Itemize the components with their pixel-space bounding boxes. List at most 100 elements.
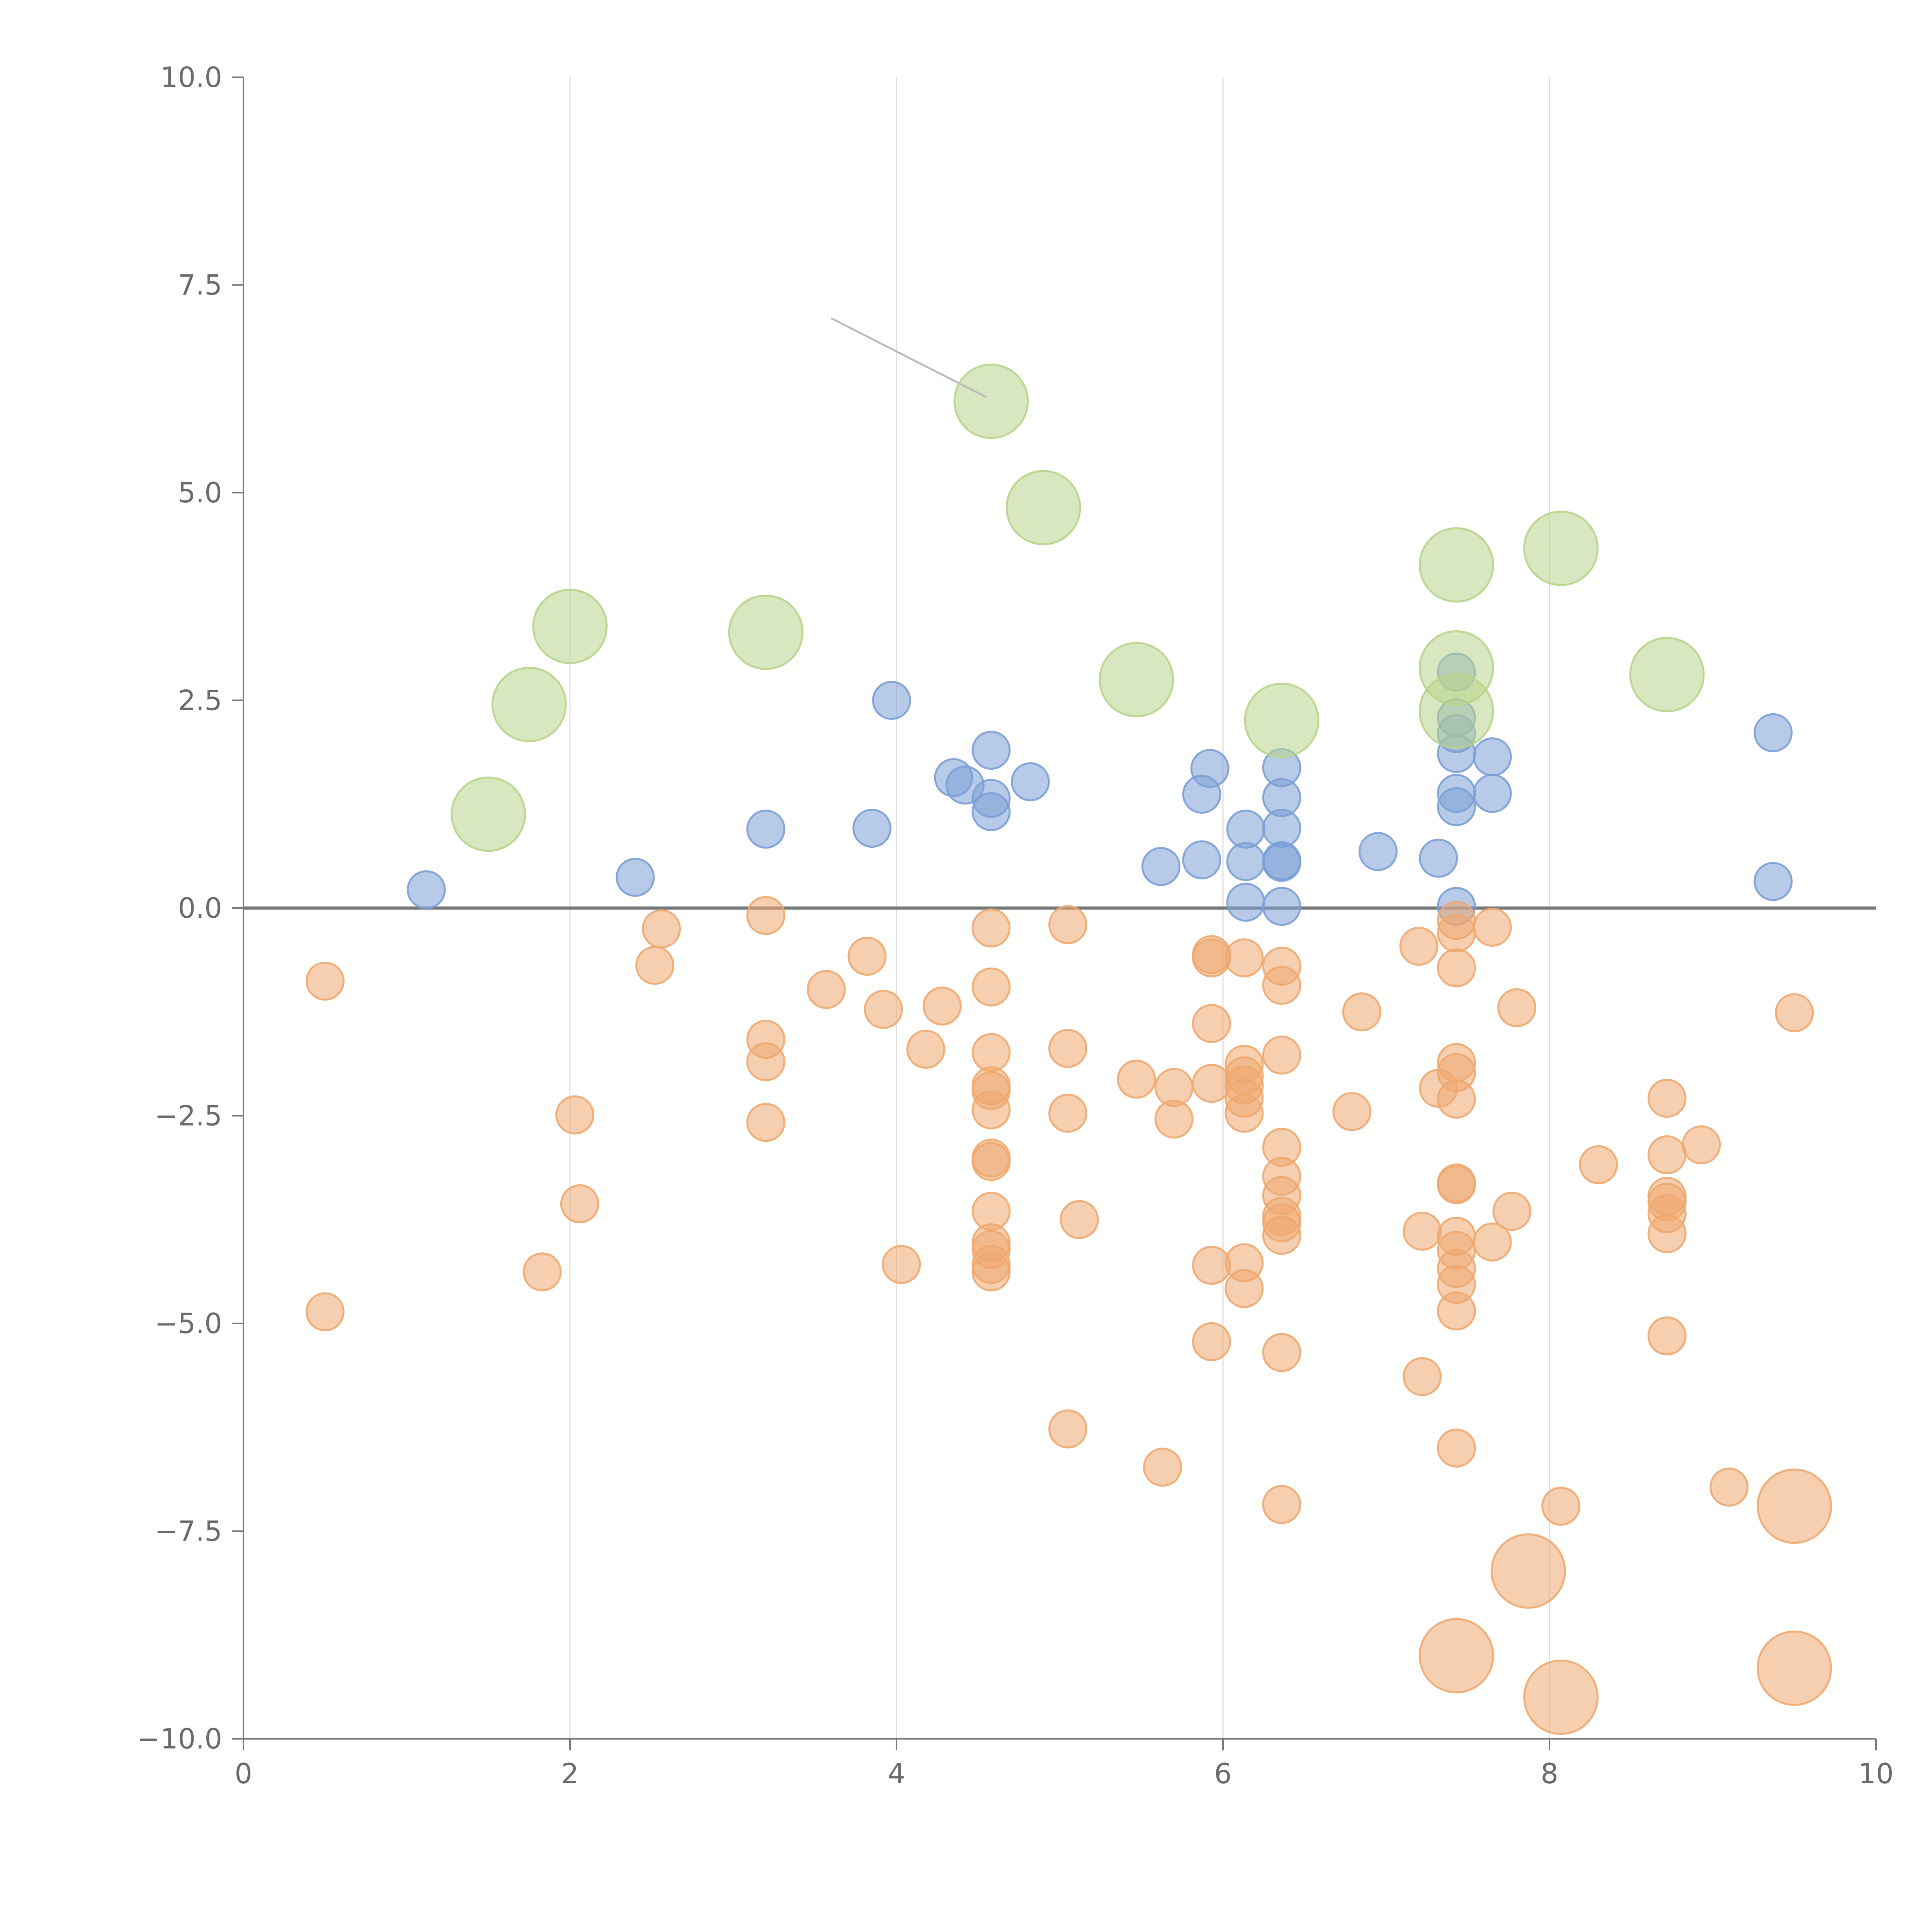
negative-point bbox=[906, 1030, 946, 1069]
negative-point bbox=[1262, 1036, 1301, 1075]
positive-point bbox=[1262, 887, 1301, 926]
highlight-point bbox=[1099, 642, 1174, 718]
y-tick-label: 5.0 bbox=[178, 476, 222, 509]
axes-layer: 0 2 4 6 8 10 −10.0 −7.5 −5.0 −2.5 0.0 2.5 5.0 7.5 10.0 bbox=[137, 61, 1893, 1790]
negative-point bbox=[1262, 1216, 1301, 1255]
positive-point bbox=[1010, 762, 1050, 801]
highlight-point bbox=[1418, 673, 1494, 749]
negative-point bbox=[1647, 1214, 1687, 1253]
negative-point bbox=[522, 1252, 562, 1292]
negative-point bbox=[642, 909, 681, 949]
negative-point bbox=[1437, 1080, 1476, 1119]
negative-point bbox=[1399, 927, 1439, 966]
positive-point bbox=[971, 792, 1011, 832]
highlight-point bbox=[1523, 510, 1599, 586]
negative-point bbox=[1473, 1222, 1512, 1262]
x-tick-label: 4 bbox=[888, 1757, 905, 1790]
positive-point bbox=[1419, 838, 1458, 878]
negative-point bbox=[1647, 1078, 1687, 1118]
x-tick-label: 6 bbox=[1214, 1757, 1232, 1790]
negative-point bbox=[1060, 1200, 1099, 1239]
negative-point bbox=[1437, 913, 1476, 952]
negative-point bbox=[882, 1245, 921, 1284]
annotation-layer bbox=[830, 317, 987, 398]
negative-point bbox=[971, 967, 1011, 1007]
negative-point bbox=[971, 1142, 1011, 1181]
y-tick-label: 10.0 bbox=[160, 61, 222, 94]
negative-outliers-point bbox=[1490, 1533, 1566, 1609]
points-layer bbox=[305, 364, 1832, 1735]
negative-point bbox=[1192, 1322, 1231, 1361]
negative-point bbox=[1154, 1099, 1194, 1139]
highlight-point bbox=[1244, 682, 1320, 758]
negative-point bbox=[305, 961, 345, 1001]
x-tick-label: 2 bbox=[561, 1757, 579, 1790]
negative-point bbox=[1143, 1447, 1182, 1487]
negative-point bbox=[746, 1103, 786, 1142]
y-tick-label: −5.0 bbox=[155, 1307, 222, 1340]
negative-point bbox=[1192, 1004, 1231, 1043]
y-tick-label: −7.5 bbox=[155, 1515, 222, 1548]
highlight-point bbox=[491, 667, 567, 742]
negative-point bbox=[1225, 1269, 1264, 1308]
negative-point bbox=[1262, 966, 1301, 1005]
positive-point bbox=[616, 857, 655, 897]
negative-point bbox=[1262, 1333, 1301, 1372]
highlight-point bbox=[1418, 527, 1494, 603]
positive-point bbox=[1753, 862, 1793, 901]
negative-point bbox=[1497, 988, 1536, 1027]
negative-outliers-point bbox=[1757, 1468, 1832, 1544]
negative-point bbox=[1437, 1291, 1476, 1331]
negative-point bbox=[1048, 1409, 1088, 1449]
negative-point bbox=[635, 946, 675, 985]
negative-point bbox=[555, 1095, 595, 1134]
negative-point bbox=[971, 1252, 1011, 1292]
positive-point bbox=[1226, 883, 1265, 922]
negative-point bbox=[746, 1042, 786, 1082]
negative-point bbox=[1473, 907, 1512, 947]
negative-point bbox=[1541, 1486, 1581, 1526]
positive-point bbox=[1182, 840, 1221, 879]
positive-point bbox=[872, 681, 911, 720]
negative-point bbox=[971, 908, 1011, 948]
y-tick-label: −2.5 bbox=[155, 1100, 222, 1132]
negative-point bbox=[1579, 1145, 1618, 1184]
negative-point bbox=[1192, 938, 1231, 978]
x-tick-label: 0 bbox=[235, 1757, 252, 1790]
negative-point bbox=[1117, 1060, 1156, 1099]
x-tick-label: 10 bbox=[1858, 1757, 1894, 1790]
negative-point bbox=[864, 990, 903, 1029]
highlight-point bbox=[451, 776, 526, 852]
negative-point bbox=[1192, 1246, 1231, 1285]
negative-point bbox=[1492, 1192, 1532, 1231]
positive-point bbox=[971, 731, 1011, 770]
negative-point bbox=[1048, 1094, 1088, 1133]
negative-point bbox=[1682, 1125, 1721, 1165]
positive-point bbox=[1437, 787, 1476, 827]
negative-point bbox=[971, 1033, 1011, 1072]
negative-point bbox=[560, 1184, 599, 1223]
positive-point bbox=[1473, 774, 1512, 813]
positive-point bbox=[1473, 737, 1512, 777]
negative-point bbox=[1192, 1064, 1231, 1103]
y-tick-label: 2.5 bbox=[178, 684, 222, 717]
negative-point bbox=[1225, 938, 1264, 978]
annotation-leader-line bbox=[830, 317, 987, 398]
negative-point bbox=[1048, 1029, 1088, 1068]
negative-point bbox=[746, 896, 786, 935]
negative-point bbox=[1437, 1165, 1476, 1204]
y-tick-label: 7.5 bbox=[178, 269, 222, 301]
negative-outliers-point bbox=[1418, 1618, 1494, 1694]
positive-point bbox=[852, 809, 892, 848]
positive-point bbox=[746, 810, 786, 849]
highlight-point bbox=[953, 364, 1029, 439]
negative-point bbox=[922, 986, 962, 1026]
negative-point bbox=[1647, 1316, 1687, 1355]
negative-outliers-point bbox=[1757, 1630, 1832, 1706]
y-tick-label: −10.0 bbox=[137, 1723, 222, 1755]
negative-point bbox=[806, 970, 846, 1009]
negative-point bbox=[1709, 1468, 1749, 1507]
highlight-point bbox=[532, 588, 608, 664]
